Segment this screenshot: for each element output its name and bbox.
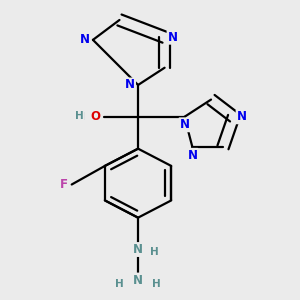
Text: O: O	[91, 110, 100, 123]
Text: N: N	[133, 243, 143, 256]
Text: H: H	[152, 279, 161, 289]
Text: N: N	[168, 31, 178, 44]
Text: N: N	[179, 118, 190, 131]
Text: F: F	[60, 178, 68, 191]
Text: H: H	[76, 112, 85, 122]
Text: H: H	[115, 279, 124, 289]
Text: N: N	[80, 33, 90, 46]
Text: N: N	[125, 79, 135, 92]
Text: H: H	[150, 247, 158, 257]
Text: N: N	[237, 110, 247, 123]
Text: H: H	[75, 111, 84, 121]
Text: N: N	[133, 274, 143, 286]
Text: N: N	[188, 149, 197, 162]
